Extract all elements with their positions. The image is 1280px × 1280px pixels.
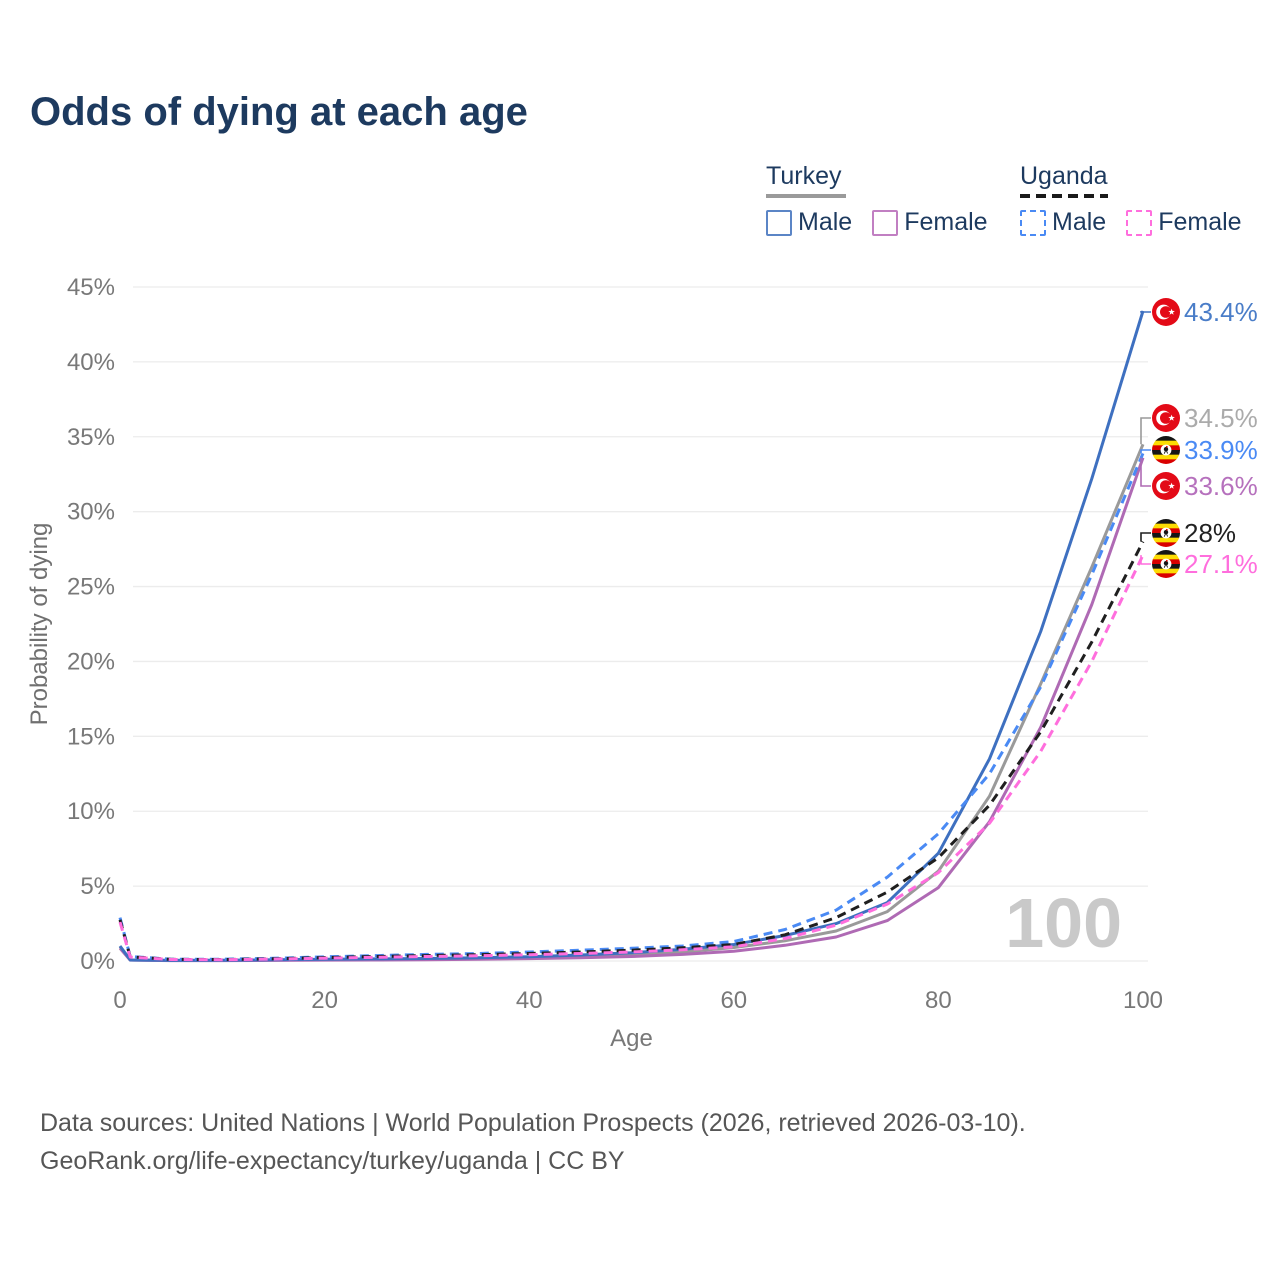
flag-turkey-icon <box>1152 472 1180 500</box>
svg-text:35%: 35% <box>67 424 115 451</box>
series-line-uganda-female <box>118 554 1145 962</box>
end-label-uganda-both-sexes: 28% <box>1140 518 1236 548</box>
legend-country-uganda: Uganda <box>1020 162 1242 198</box>
svg-text:15%: 15% <box>67 723 115 750</box>
x-axis-label: Age <box>610 1025 653 1052</box>
legend-group-turkey: Turkey Male Female <box>766 162 988 237</box>
y-tick-labels: 0% 5% 10% 15% 20% 25% 30% 35% 40% 45% <box>67 274 115 975</box>
data-source-note: Data sources: United Nations | World Pop… <box>40 1104 1026 1180</box>
chart-canvas[interactable]: 0% 5% 10% 15% 20% 25% 30% 35% 40% 45% 0 20 40 60 80 100… <box>0 240 1280 1070</box>
svg-text:30%: 30% <box>67 499 115 526</box>
series-line-turkey-female <box>118 457 1145 963</box>
end-label-uganda-female: 27.1% <box>1140 549 1258 579</box>
svg-text:0%: 0% <box>80 948 115 975</box>
svg-text:10%: 10% <box>67 798 115 825</box>
uganda-male-swatch-icon[interactable] <box>1020 209 1046 236</box>
legend-toggle-uganda-female[interactable]: Female <box>1126 208 1242 237</box>
legend-country-turkey: Turkey <box>766 162 988 198</box>
series-line-uganda-male <box>118 452 1145 961</box>
end-label-uganda-male: 33.9% <box>1140 435 1258 465</box>
svg-text:5%: 5% <box>80 873 115 900</box>
turkey-female-label: Female <box>904 208 988 236</box>
svg-text:25%: 25% <box>67 574 115 601</box>
svg-text:20: 20 <box>311 987 338 1014</box>
svg-text:40: 40 <box>516 987 543 1014</box>
uganda-linestyle-swatch <box>1020 194 1108 198</box>
turkey-linestyle-swatch <box>766 194 846 198</box>
end-value-uganda-female: 27.1% <box>1184 549 1258 579</box>
series-line-turkey-male <box>118 310 1145 962</box>
end-value-uganda-male: 33.9% <box>1184 435 1258 465</box>
y-axis-label: Probability of dying <box>26 523 53 726</box>
end-value-turkey-male: 43.4% <box>1184 297 1258 327</box>
turkey-female-swatch-icon[interactable] <box>872 209 899 236</box>
uganda-female-swatch-icon[interactable] <box>1126 209 1153 236</box>
end-label-turkey-male: 43.4% <box>1140 297 1258 327</box>
legend-country-turkey-label: Turkey <box>766 162 842 190</box>
end-label-turkey-female: 33.6% <box>1140 457 1258 501</box>
svg-text:20%: 20% <box>67 648 115 675</box>
svg-text:80: 80 <box>925 987 952 1014</box>
data-source-line1: Data sources: United Nations | World Pop… <box>40 1109 1026 1137</box>
page-title: Odds of dying at each age <box>30 90 528 134</box>
svg-text:45%: 45% <box>67 274 115 301</box>
flag-turkey-icon <box>1152 298 1180 326</box>
series-line-uganda-both-sexes <box>118 540 1145 961</box>
legend-group-uganda: Uganda Male Female <box>1020 162 1242 237</box>
end-value-turkey-both-sexes: 34.5% <box>1184 403 1258 433</box>
legend-country-uganda-label: Uganda <box>1020 162 1108 190</box>
svg-text:60: 60 <box>720 987 747 1014</box>
flag-uganda-icon <box>1152 519 1180 547</box>
data-source-line2: GeoRank.org/life-expectancy/turkey/ugand… <box>40 1147 625 1175</box>
turkey-male-label: Male <box>798 208 853 236</box>
legend-toggle-turkey-female[interactable]: Female <box>872 208 988 237</box>
flag-uganda-icon <box>1152 436 1180 464</box>
turkey-male-swatch-icon[interactable] <box>766 209 792 236</box>
legend-toggle-uganda-male[interactable]: Male <box>1020 208 1106 237</box>
svg-text:100: 100 <box>1123 987 1163 1014</box>
flag-turkey-icon <box>1152 404 1180 432</box>
age-watermark: 100 <box>1005 884 1122 962</box>
gridlines <box>133 286 1148 962</box>
uganda-male-label: Male <box>1052 208 1107 236</box>
uganda-female-label: Female <box>1158 208 1242 236</box>
flag-uganda-icon <box>1152 550 1180 578</box>
legend-toggle-turkey-male[interactable]: Male <box>766 208 852 237</box>
svg-text:0: 0 <box>113 987 126 1014</box>
svg-text:40%: 40% <box>67 349 115 376</box>
x-tick-labels: 0 20 40 60 80 100 <box>113 987 1163 1014</box>
end-label-turkey-both-sexes: 34.5% <box>1140 403 1258 445</box>
end-value-uganda-both-sexes: 28% <box>1184 518 1236 548</box>
end-value-turkey-female: 33.6% <box>1184 471 1258 501</box>
series-line-turkey-both-sexes <box>118 443 1145 962</box>
